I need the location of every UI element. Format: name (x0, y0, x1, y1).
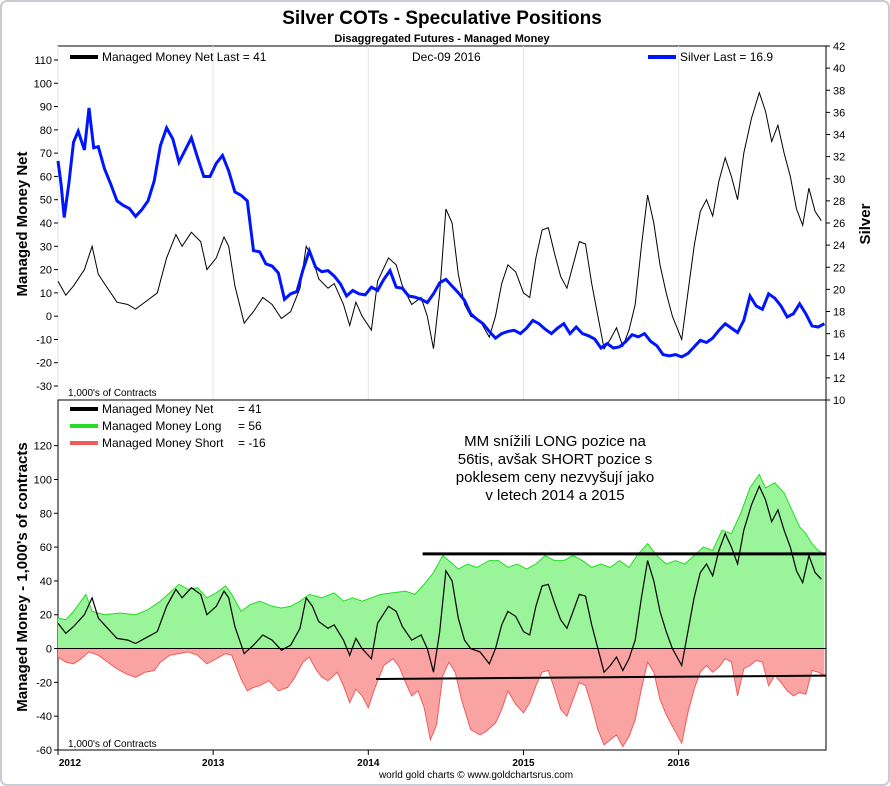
y-tick-label: 70 (40, 148, 52, 160)
y-tick-label: 20 (40, 265, 52, 277)
annotation-line-1: MM snížili LONG pozice na (464, 433, 646, 450)
y-tick-label: -20 (36, 677, 52, 689)
short-area (58, 648, 825, 747)
bottom-panel: -60 -40 -20 0 20 40 60 80 100 120 Managed Money N… (14, 399, 827, 757)
bottom-left-axis-label: Managed Money - 1,000's of contracts (14, 442, 31, 711)
reference-line-short (376, 674, 827, 680)
top-right-axis: 10 12 14 16 18 20 22 24 26 28 30 32 34 36 38 40 42 (826, 41, 845, 407)
x-tick-label: 2012 (59, 758, 82, 769)
bottom-left-axis: -60 -40 -20 0 20 40 60 80 100 120 (34, 441, 58, 757)
y2-tick-label: 36 (833, 107, 845, 119)
legend-long-value: = 56 (238, 419, 262, 433)
legend-bottom-net-value: = 41 (238, 402, 262, 416)
x-tick-label: 2013 (202, 758, 225, 769)
legend-short-value: = -16 (238, 436, 266, 450)
annotation-line-3: poklesem ceny nezvyšují jako (456, 469, 654, 486)
y-tick-label: 90 (40, 102, 52, 114)
y2-tick-label: 42 (833, 41, 845, 53)
top-plot-area (57, 45, 827, 401)
y2-tick-label: 38 (833, 85, 845, 97)
y2-tick-label: 34 (833, 130, 845, 142)
y-tick-label: 0 (46, 644, 52, 656)
y-tick-label: 100 (34, 78, 52, 90)
bottom-units-note: 1,000's of Contracts (68, 739, 157, 750)
y-tick-label: 80 (40, 125, 52, 137)
y2-tick-label: 26 (833, 218, 845, 230)
annotation-line-2: 56tis, avšak SHORT pozice s (458, 451, 653, 468)
y2-tick-label: 18 (833, 307, 845, 319)
y-tick-label: -20 (36, 358, 52, 370)
legend-long-label: Managed Money Long (102, 419, 221, 433)
y-tick-label: 0 (46, 311, 52, 323)
y-tick-label: 10 (40, 288, 52, 300)
chart-subtitle: Disaggregated Futures - Managed Money (334, 33, 550, 45)
y2-tick-label: 32 (833, 152, 845, 164)
top-left-axis: -30 -20 -10 0 10 20 30 40 50 60 70 80 90 100 110 (34, 55, 58, 393)
x-tick-label: 2015 (512, 758, 535, 769)
long-line (57, 473, 825, 621)
top-right-axis-label: Silver (857, 203, 874, 244)
chart-date: Dec-09 2016 (412, 50, 481, 64)
x-axis: 2012 2013 2014 2015 2016 (57, 750, 690, 769)
legend-net-label: Managed Money Net Last = 41 (102, 50, 267, 64)
y2-tick-label: 10 (833, 395, 845, 407)
x-tick-label: 2014 (357, 758, 380, 769)
y2-tick-label: 12 (833, 373, 845, 385)
y2-tick-label: 16 (833, 329, 845, 341)
y2-tick-label: 20 (833, 284, 845, 296)
chart-title: Silver COTs - Speculative Positions (282, 8, 602, 29)
y2-tick-label: 22 (833, 262, 845, 274)
y2-tick-label: 24 (833, 240, 845, 252)
y2-tick-label: 14 (833, 351, 845, 363)
y-tick-label: 120 (34, 441, 52, 453)
legend-bottom-net-label: Managed Money Net (102, 402, 214, 416)
y-tick-label: -60 (36, 745, 52, 757)
y-tick-label: 80 (40, 508, 52, 520)
y-tick-label: -10 (36, 334, 52, 346)
y-tick-label: 50 (40, 195, 52, 207)
annotation-line-4: v letech 2014 a 2015 (485, 487, 624, 504)
y2-tick-label: 40 (833, 63, 845, 75)
y-tick-label: 60 (40, 171, 52, 183)
short-line (57, 651, 825, 748)
y-tick-label: 20 (40, 610, 52, 622)
x-tick-label: 2016 (667, 758, 690, 769)
bottom-net-line (57, 484, 822, 674)
y-tick-label: 110 (34, 55, 52, 67)
y-tick-label: 100 (34, 474, 52, 486)
y2-tick-label: 30 (833, 174, 845, 186)
y-tick-label: 40 (40, 218, 52, 230)
silver-price-line (56, 107, 826, 359)
legend-silver-label: Silver Last = 16.9 (680, 50, 773, 64)
y-tick-label: 40 (40, 576, 52, 588)
top-left-axis-label: Managed Money Net (14, 151, 31, 296)
y-tick-label: -40 (36, 711, 52, 723)
legend-short-label: Managed Money Short (102, 436, 224, 450)
footer-credit: world gold charts © www.goldchartsrus.co… (378, 770, 573, 781)
top-units-note: 1,000's of Contracts (68, 388, 157, 399)
y-tick-label: 30 (40, 241, 52, 253)
y-tick-label: 60 (40, 542, 52, 554)
y2-tick-label: 28 (833, 196, 845, 208)
long-area (58, 474, 825, 649)
y-tick-label: -30 (36, 381, 52, 393)
